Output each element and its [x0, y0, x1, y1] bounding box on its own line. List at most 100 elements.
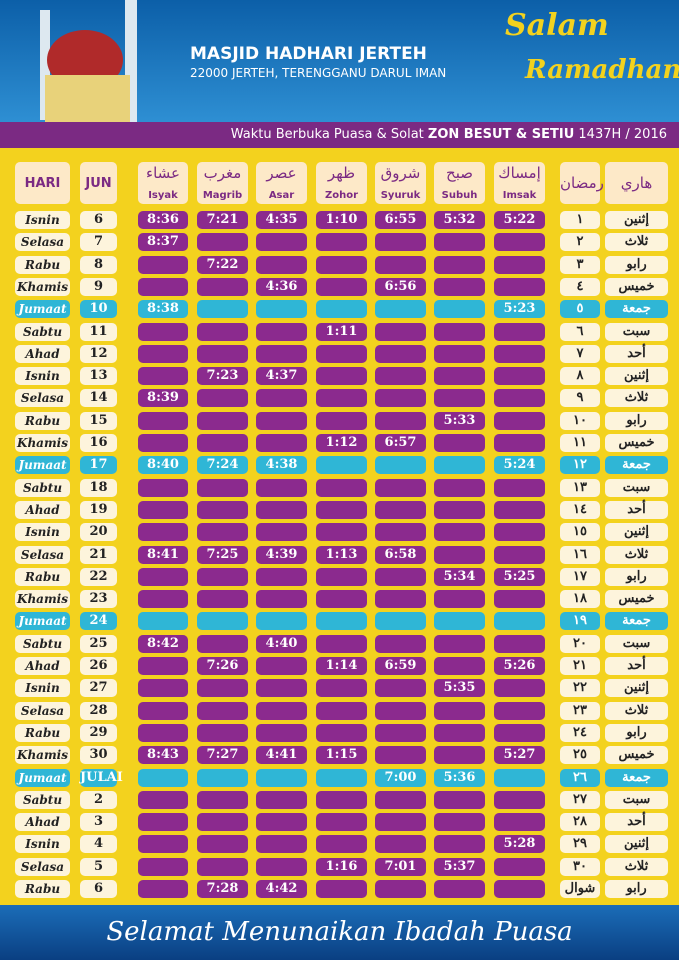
header: MASJID HADHARI JERTEH 22000 JERTEH, TERE…	[0, 0, 679, 122]
cell: جمعة	[605, 456, 668, 475]
cell	[494, 612, 545, 631]
cell: ١٢	[560, 456, 600, 475]
banner-text: Waktu Berbuka Puasa & Solat	[230, 127, 424, 142]
cell	[375, 567, 426, 586]
cell	[316, 768, 367, 787]
cell: 8:36	[138, 211, 188, 229]
cell: Jumaat	[15, 768, 70, 787]
cell	[434, 300, 485, 319]
cell	[256, 322, 307, 341]
cell	[494, 322, 545, 341]
cell	[316, 277, 367, 296]
cell	[316, 701, 367, 720]
cell	[256, 701, 307, 720]
cell: 8:41	[138, 545, 188, 564]
cell: Khamis	[15, 590, 70, 609]
cell: 29	[80, 723, 117, 742]
cell: ١٣	[560, 478, 600, 497]
cell	[197, 500, 248, 519]
cell: Rabu	[15, 880, 70, 898]
cell	[375, 723, 426, 742]
cell	[256, 835, 307, 854]
cell	[494, 723, 545, 742]
banner-zone: ZON BESUT & SETIU	[427, 127, 575, 142]
cell: 6:59	[375, 657, 426, 675]
cell	[256, 411, 307, 430]
cell	[316, 367, 367, 386]
cell	[494, 389, 545, 408]
cell	[138, 768, 188, 787]
cell	[375, 790, 426, 809]
cell: ١٠	[560, 411, 600, 430]
cell: 28	[80, 701, 117, 720]
cell: ٢٩	[560, 835, 600, 854]
cell: ١١	[560, 434, 600, 452]
cell	[494, 411, 545, 430]
cell	[434, 344, 485, 363]
cell: Sabtu	[15, 634, 70, 653]
cell	[434, 456, 485, 475]
cell: 17	[80, 456, 117, 475]
cell	[494, 679, 545, 698]
cell	[316, 679, 367, 698]
cell	[375, 456, 426, 475]
cell	[256, 857, 307, 876]
cell: 8	[80, 255, 117, 274]
cell	[197, 857, 248, 876]
cell: 13	[80, 367, 117, 386]
cell	[375, 500, 426, 519]
cell: 6:57	[375, 434, 426, 452]
cell: ثلاث	[605, 545, 668, 564]
cell: 7:25	[197, 545, 248, 564]
cell: 20	[80, 523, 117, 542]
cell: إثنين	[605, 211, 668, 229]
cell: ١٨	[560, 590, 600, 609]
cell: خميس	[605, 277, 668, 296]
cell: 4:42	[256, 880, 307, 898]
cell	[434, 590, 485, 609]
cell	[375, 367, 426, 386]
cell: 25	[80, 634, 117, 653]
cell	[197, 300, 248, 319]
cell	[434, 790, 485, 809]
column-header	[256, 162, 307, 204]
cell: سبت	[605, 634, 668, 653]
cell	[138, 478, 188, 497]
cell	[375, 880, 426, 898]
cell	[375, 701, 426, 720]
cell: Sabtu	[15, 322, 70, 341]
cell: 7:27	[197, 746, 248, 765]
cell	[494, 367, 545, 386]
cell: 3	[80, 813, 117, 832]
cell	[316, 835, 367, 854]
cell	[256, 813, 307, 832]
cell: 15	[80, 411, 117, 430]
cell: Rabu	[15, 567, 70, 586]
cell: Jumaat	[15, 456, 70, 475]
cell: 8:37	[138, 233, 188, 252]
cell	[138, 500, 188, 519]
cell: 6:56	[375, 277, 426, 296]
cell	[494, 523, 545, 542]
cell: 8:38	[138, 300, 188, 319]
cell: 16	[80, 434, 117, 452]
cell: 5:34	[434, 567, 485, 586]
cell: Rabu	[15, 411, 70, 430]
cell: 5:25	[494, 567, 545, 586]
cell: ٢٦	[560, 768, 600, 787]
logo-2: Ramadhan	[525, 55, 679, 85]
column-header	[138, 162, 188, 204]
cell: 11	[80, 322, 117, 341]
cell: أحد	[605, 813, 668, 832]
cell: 9	[80, 277, 117, 296]
cell	[434, 723, 485, 742]
cell: 24	[80, 612, 117, 631]
banner: Waktu Berbuka Puasa & Solat ZON BESUT & …	[0, 122, 679, 148]
cell	[375, 813, 426, 832]
cell	[375, 478, 426, 497]
cell	[197, 567, 248, 586]
cell	[316, 523, 367, 542]
cell: أحد	[605, 344, 668, 363]
cell: 21	[80, 545, 117, 564]
cell	[256, 344, 307, 363]
